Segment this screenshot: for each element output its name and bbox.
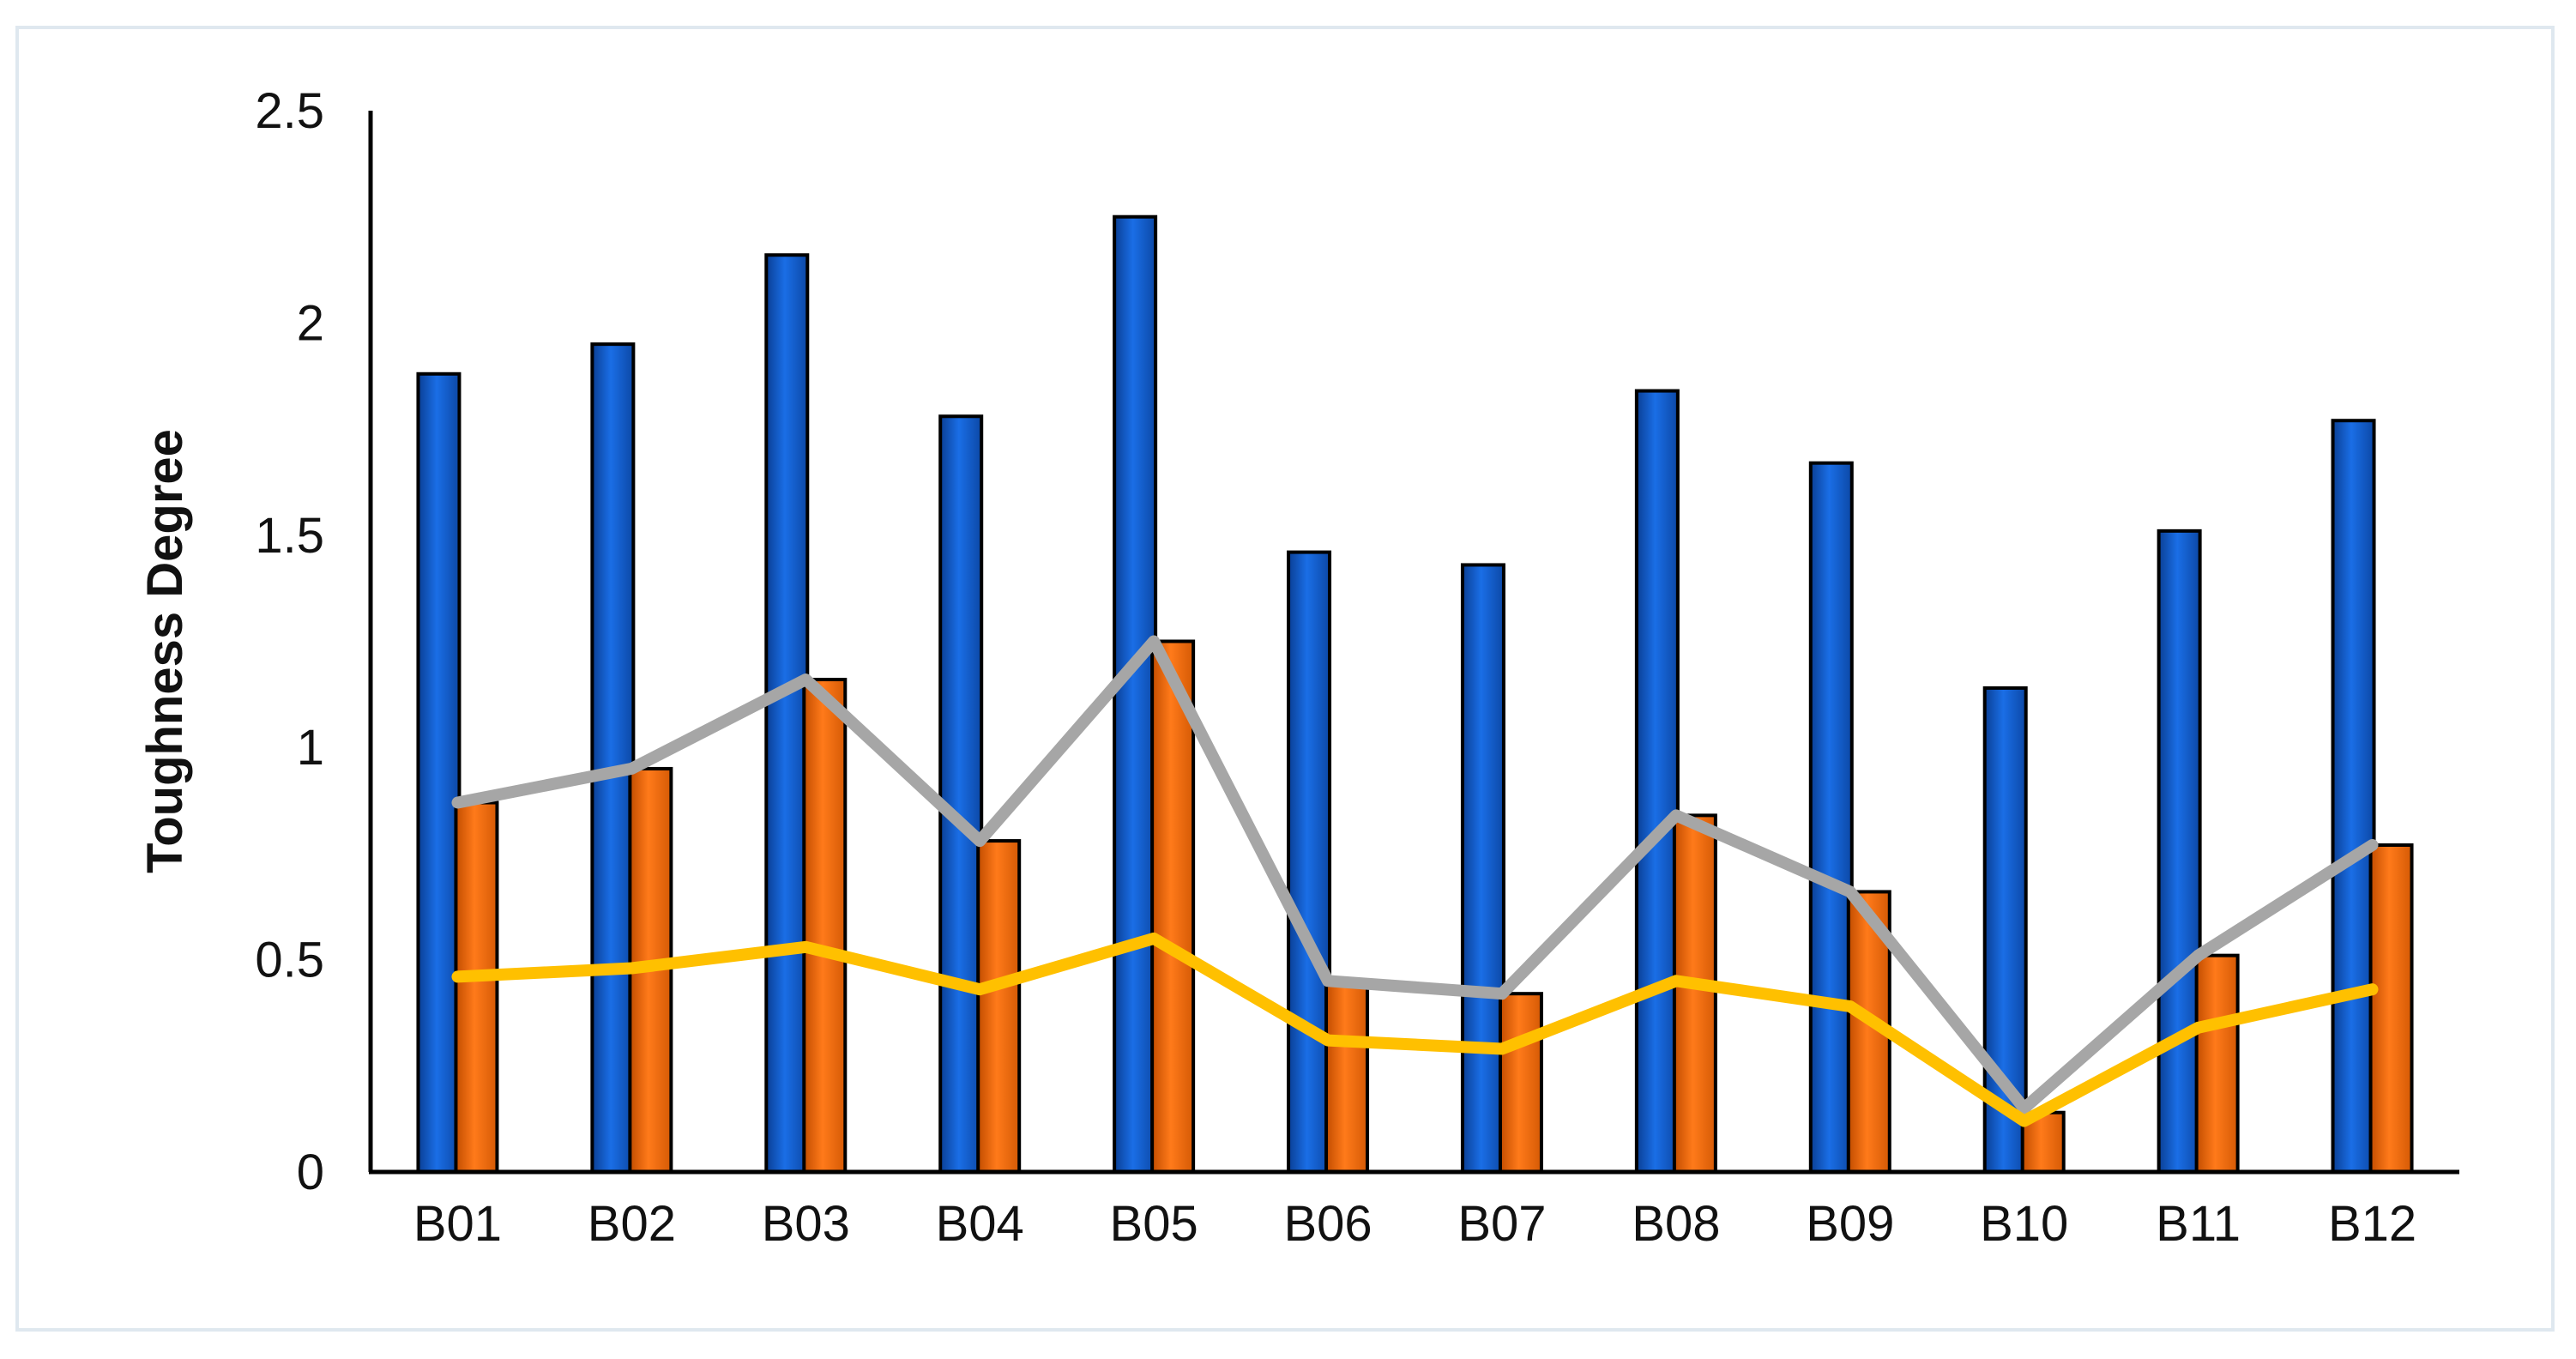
x-tick-label-b11: B11 xyxy=(2156,1196,2241,1252)
bar-series-2-b07 xyxy=(1498,992,1543,1174)
y-tick-label: 2 xyxy=(297,295,324,351)
y-tick-label: 0.5 xyxy=(255,933,324,988)
y-tick-label: 0 xyxy=(297,1145,324,1200)
chart-frame: 0 0.5 1 1.5 2 2.5 B01 B02 B03 B04 B05 B06 B07 B08 B09… xyxy=(15,26,2555,1332)
axes-layer xyxy=(368,111,2459,1175)
x-tick-label-b05: B05 xyxy=(1110,1196,1198,1252)
bar-series-2-b08 xyxy=(1672,813,1717,1174)
bar-series-1-b02 xyxy=(590,342,636,1174)
x-tick-label-b12: B12 xyxy=(2328,1196,2416,1252)
x-tick-label-b03: B03 xyxy=(762,1196,850,1252)
y-tick-label: 2.5 xyxy=(255,83,324,139)
x-tick-label-b02: B02 xyxy=(588,1196,676,1252)
bar-series-1-b09 xyxy=(1808,461,1854,1174)
bar-series-1-b03 xyxy=(764,253,810,1174)
lines-layer xyxy=(451,635,2379,1127)
bar-series-1-b11 xyxy=(2157,528,2202,1174)
y-axis-title: Toughness Degree xyxy=(137,429,193,873)
bar-series-2-b01 xyxy=(454,800,499,1174)
x-tick-label-b07: B07 xyxy=(1457,1196,1546,1252)
x-tick-label-b09: B09 xyxy=(1806,1196,1894,1252)
bar-series-2-b12 xyxy=(2368,843,2414,1175)
bar-series-1-b07 xyxy=(1460,563,1505,1174)
bar-series-2-b04 xyxy=(976,839,1022,1175)
bars-layer xyxy=(416,214,2414,1175)
bar-line-chart: 0 0.5 1 1.5 2 2.5 B01 B02 B03 B04 B05 B06 B07 B08 B09… xyxy=(137,83,2459,1252)
bar-series-2-b05 xyxy=(1150,639,1196,1174)
x-tick-label-b01: B01 xyxy=(413,1196,502,1252)
bar-series-1-b05 xyxy=(1113,214,1158,1175)
bar-series-1-b08 xyxy=(1634,389,1680,1174)
x-tick-label-b06: B06 xyxy=(1283,1196,1372,1252)
y-tick-label: 1 xyxy=(297,720,324,776)
bar-series-1-b01 xyxy=(416,371,462,1174)
x-tick-labels: B01 B02 B03 B04 B05 B06 B07 B08 B09 B10 B11 B12 xyxy=(413,1196,2416,1252)
x-tick-label-b08: B08 xyxy=(1632,1196,1720,1252)
y-tick-label: 1.5 xyxy=(255,508,324,564)
bar-series-1-b12 xyxy=(2331,419,2376,1175)
bar-series-1-b06 xyxy=(1287,550,1332,1174)
bar-series-2-b11 xyxy=(2194,953,2240,1174)
x-tick-label-b04: B04 xyxy=(936,1196,1024,1252)
bar-series-1-b04 xyxy=(938,414,984,1175)
x-tick-label-b10: B10 xyxy=(1980,1196,2068,1252)
bar-series-2-b03 xyxy=(802,678,848,1174)
y-tick-labels: 0 0.5 1 1.5 2 2.5 xyxy=(255,83,324,1200)
bar-series-2-b06 xyxy=(1324,983,1370,1174)
line-series-2 xyxy=(451,932,2379,1127)
line-series-1 xyxy=(451,635,2379,1114)
